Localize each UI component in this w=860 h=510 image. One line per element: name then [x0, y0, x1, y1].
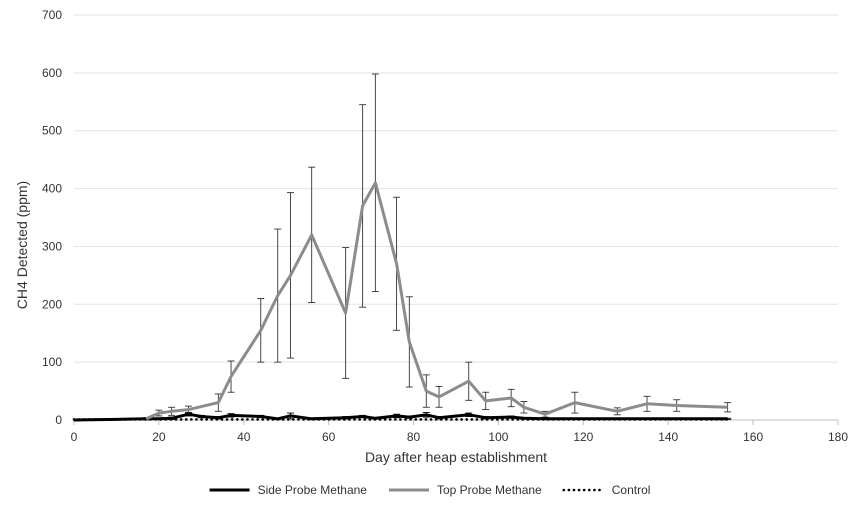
series-lines: [72, 181, 729, 422]
x-tick-label: 100: [488, 430, 508, 444]
y-tick-label: 0: [55, 413, 62, 427]
y-tick-label: 300: [42, 239, 62, 253]
x-tick-label: 140: [658, 430, 678, 444]
error-bars: [142, 73, 732, 421]
x-tick-label: 80: [407, 430, 421, 444]
legend-label-control: Control: [612, 483, 651, 497]
y-tick-label: 400: [42, 182, 62, 196]
x-tick-label: 20: [152, 430, 166, 444]
x-tick-label: 120: [573, 430, 593, 444]
y-tick-label: 100: [42, 355, 62, 369]
gridlines: [74, 14, 838, 363]
x-tick-label: 180: [828, 430, 848, 444]
y-tick-label: 600: [42, 66, 62, 80]
y-tick-label: 500: [42, 124, 62, 138]
y-tick-label: 700: [42, 8, 62, 22]
legend: Side Probe Methane Top Probe Methane Contr…: [209, 483, 651, 497]
legend-label-top-probe-methane: Top Probe Methane: [437, 483, 542, 497]
y-tick-label: 200: [42, 297, 62, 311]
side-probe-methane-line: [73, 412, 728, 422]
tick-labels: 0 100 200 300 400 500 600 700 0 20 40 60 80 100 120 140…: [42, 8, 848, 444]
x-axis-title: Day after heap establishment: [365, 449, 547, 465]
axes: [73, 419, 839, 425]
top-probe-methane-line: [145, 181, 728, 421]
x-tick-label: 60: [322, 430, 336, 444]
y-axis-title: CH4 Detected (ppm): [14, 181, 30, 309]
x-tick-label: 160: [743, 430, 763, 444]
x-tick-label: 0: [71, 430, 78, 444]
legend-label-side-probe-methane: Side Probe Methane: [258, 483, 368, 497]
x-tick-label: 40: [237, 430, 251, 444]
